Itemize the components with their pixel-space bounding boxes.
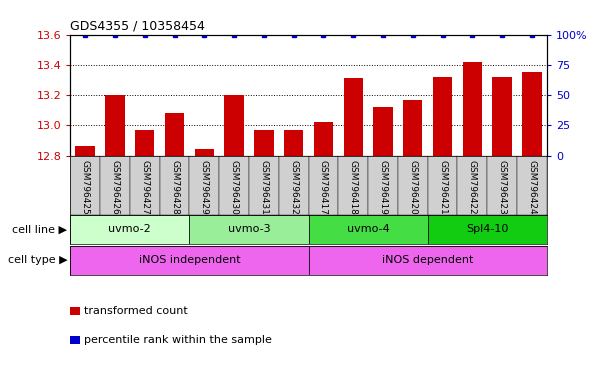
Bar xyxy=(428,156,458,215)
Bar xyxy=(70,215,189,244)
Bar xyxy=(165,113,184,156)
Text: percentile rank within the sample: percentile rank within the sample xyxy=(84,335,271,345)
Bar xyxy=(433,77,452,156)
Text: GSM796421: GSM796421 xyxy=(438,160,447,215)
Bar xyxy=(189,156,219,215)
Text: GSM796429: GSM796429 xyxy=(200,160,209,215)
Text: GSM796419: GSM796419 xyxy=(379,160,387,215)
Bar xyxy=(463,62,482,156)
Text: GSM796424: GSM796424 xyxy=(527,160,536,215)
Text: GSM796426: GSM796426 xyxy=(111,160,119,215)
Text: iNOS dependent: iNOS dependent xyxy=(382,255,474,265)
Bar xyxy=(428,215,547,244)
Bar xyxy=(309,246,547,275)
Bar xyxy=(309,156,338,215)
Bar xyxy=(219,156,249,215)
Text: Spl4-10: Spl4-10 xyxy=(466,224,508,235)
Bar xyxy=(70,156,100,215)
Bar xyxy=(309,215,428,244)
Bar xyxy=(458,156,488,215)
Bar xyxy=(517,156,547,215)
Bar xyxy=(338,156,368,215)
Bar xyxy=(488,156,517,215)
Bar xyxy=(130,156,159,215)
Bar xyxy=(195,149,214,156)
Text: iNOS independent: iNOS independent xyxy=(139,255,240,265)
Text: GSM796430: GSM796430 xyxy=(230,160,238,215)
Text: GSM796425: GSM796425 xyxy=(81,160,90,215)
Bar xyxy=(522,72,541,156)
Text: transformed count: transformed count xyxy=(84,306,188,316)
Text: cell type ▶: cell type ▶ xyxy=(7,255,67,265)
Text: GSM796427: GSM796427 xyxy=(141,160,149,215)
Text: GDS4355 / 10358454: GDS4355 / 10358454 xyxy=(70,19,205,32)
Text: GSM796420: GSM796420 xyxy=(408,160,417,215)
Bar xyxy=(249,156,279,215)
Text: GSM796431: GSM796431 xyxy=(260,160,268,215)
Bar xyxy=(70,246,309,275)
Text: GSM796432: GSM796432 xyxy=(289,160,298,215)
Text: uvmo-4: uvmo-4 xyxy=(347,224,389,235)
Bar xyxy=(254,130,274,156)
Bar xyxy=(224,95,244,156)
Bar xyxy=(76,146,95,156)
Text: cell line ▶: cell line ▶ xyxy=(12,224,67,235)
Text: GSM796428: GSM796428 xyxy=(170,160,179,215)
Bar xyxy=(343,78,363,156)
Bar xyxy=(492,77,512,156)
Bar xyxy=(279,156,309,215)
Bar xyxy=(100,156,130,215)
Bar xyxy=(368,156,398,215)
Bar xyxy=(398,156,428,215)
Bar xyxy=(105,95,125,156)
Text: GSM796422: GSM796422 xyxy=(468,160,477,215)
Bar xyxy=(135,130,155,156)
Bar xyxy=(403,99,422,156)
Text: GSM796423: GSM796423 xyxy=(498,160,507,215)
Bar xyxy=(159,156,189,215)
Text: uvmo-3: uvmo-3 xyxy=(228,224,270,235)
Bar xyxy=(373,107,393,156)
Bar xyxy=(189,215,309,244)
Bar xyxy=(314,122,333,156)
Text: GSM796418: GSM796418 xyxy=(349,160,357,215)
Bar xyxy=(284,130,303,156)
Text: uvmo-2: uvmo-2 xyxy=(109,224,151,235)
Text: GSM796417: GSM796417 xyxy=(319,160,328,215)
